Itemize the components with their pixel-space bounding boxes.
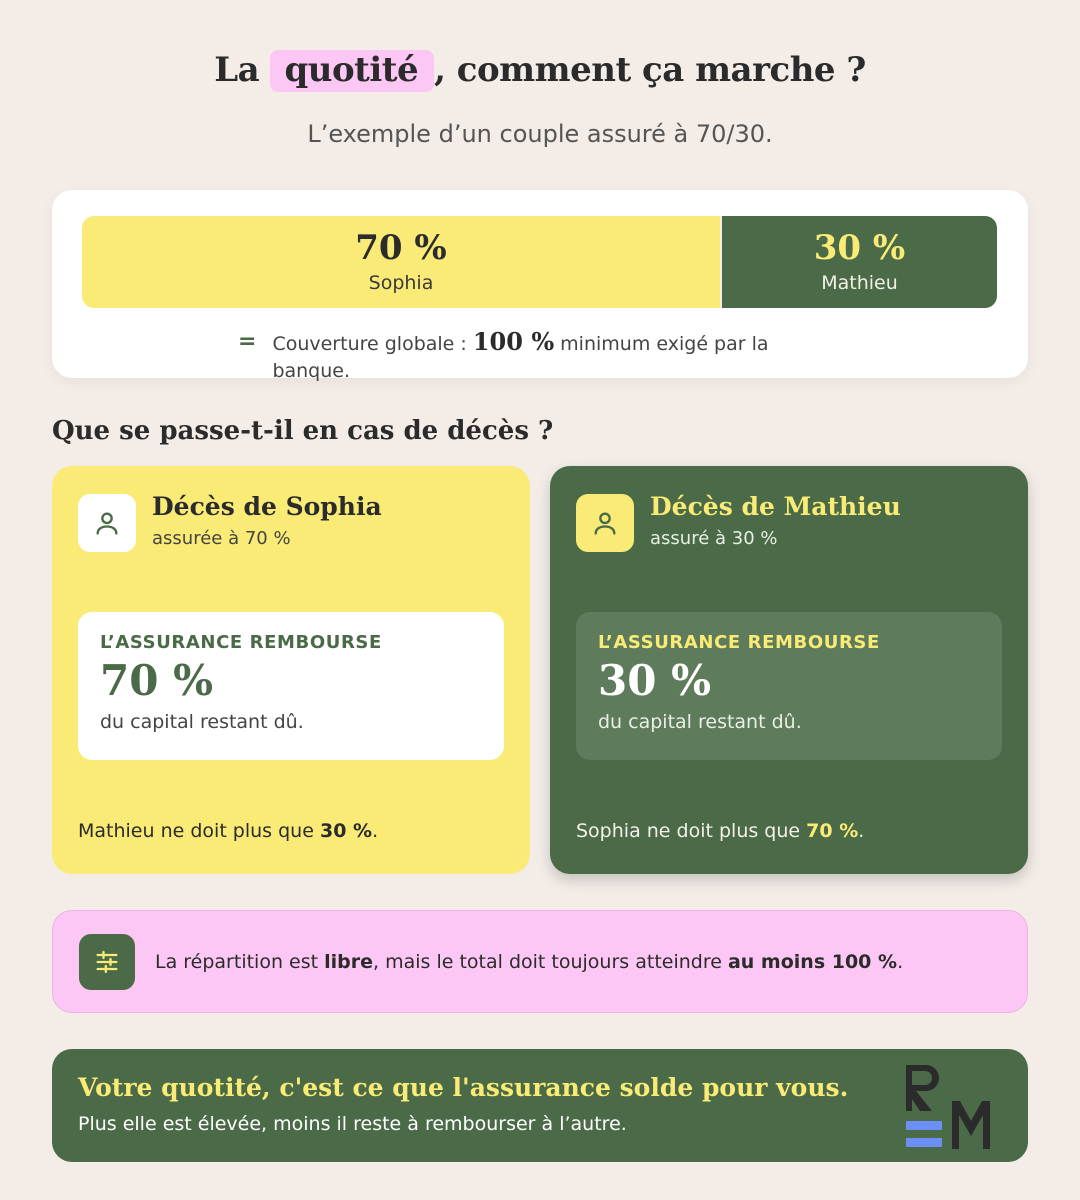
- reimbursement-label: L’ASSURANCE REMBOURSE: [100, 632, 382, 653]
- coverage-suffix: minimum exigé par la banque.: [272, 333, 769, 382]
- card-footer: Sophia ne doit plus que 70 %.: [576, 820, 864, 842]
- summary-banner: Votre quotité, c'est ce que l'assurance …: [52, 1049, 1028, 1162]
- reimbursement-desc: du capital restant dû.: [598, 711, 802, 734]
- info-emphasis: au moins 100 %: [727, 950, 898, 973]
- card-footer: Mathieu ne doit plus que 30 %.: [78, 820, 378, 842]
- sliders-icon: [79, 933, 135, 990]
- split-bar: 70 % Sophia 30 % Mathieu: [82, 216, 997, 308]
- equals-icon: =: [238, 329, 257, 354]
- title-highlight: quotité: [270, 50, 435, 92]
- coverage-note: = Couverture globale : 100 % minimum exi…: [238, 328, 778, 385]
- reimbursement-box: L’ASSURANCE REMBOURSE 70 % du capital re…: [78, 612, 504, 760]
- split-segment-mathieu: 30 % Mathieu: [722, 216, 997, 308]
- split-segment-sophia: 70 % Sophia: [82, 216, 722, 308]
- info-text-part: , mais le total doit toujours atteindre: [373, 950, 722, 973]
- info-emphasis: libre: [324, 950, 374, 973]
- brand-logo: [906, 1065, 990, 1149]
- page-title: La quotité, comment ça marche ?: [0, 50, 1080, 92]
- info-text-part: La répartition est: [155, 950, 319, 973]
- segment-name: Sophia: [368, 271, 434, 294]
- split-card: 70 % Sophia 30 % Mathieu = Couverture gl…: [52, 190, 1028, 382]
- reimbursement-percent: 30 %: [598, 656, 711, 705]
- coverage-text: Couverture globale : 100 % minimum exigé…: [272, 328, 778, 385]
- title-prefix: La: [214, 50, 260, 90]
- card-title: Décès de Sophia: [152, 492, 382, 521]
- reimbursement-desc: du capital restant dû.: [100, 711, 304, 734]
- page-subtitle: L’exemple d’un couple assuré à 70/30.: [307, 120, 773, 148]
- segment-name: Mathieu: [821, 271, 898, 294]
- card-subtitle: assuré à 30 %: [650, 528, 778, 549]
- reimbursement-percent: 70 %: [100, 656, 213, 705]
- info-callout: La répartition est libre, mais le total …: [52, 910, 1028, 1013]
- footer-value: 30 %: [319, 820, 373, 842]
- section-title: Que se passe-t-il en cas de décès ?: [52, 416, 554, 446]
- card-title: Décès de Mathieu: [650, 492, 901, 521]
- death-card-sophia: Décès de Sophia assurée à 70 % L’ASSURAN…: [52, 466, 530, 874]
- person-icon: [78, 494, 136, 552]
- coverage-value: 100 %: [472, 327, 555, 356]
- footer-prefix: Mathieu ne doit plus que: [78, 820, 314, 842]
- banner-subtitle: Plus elle est élevée, moins il reste à r…: [78, 1113, 627, 1135]
- footer-value: 70 %: [806, 820, 859, 842]
- segment-percent: 70 %: [355, 228, 447, 269]
- person-icon: [576, 494, 634, 552]
- card-subtitle: assurée à 70 %: [152, 528, 291, 549]
- segment-percent: 30 %: [813, 228, 906, 269]
- reimbursement-box: L’ASSURANCE REMBOURSE 30 % du capital re…: [576, 612, 1002, 760]
- reimbursement-label: L’ASSURANCE REMBOURSE: [598, 632, 880, 653]
- banner-title: Votre quotité, c'est ce que l'assurance …: [78, 1073, 849, 1102]
- info-text: La répartition est libre, mais le total …: [155, 951, 903, 973]
- title-suffix: , comment ça marche ?: [434, 50, 866, 90]
- footer-suffix: .: [858, 820, 865, 842]
- death-card-mathieu: Décès de Mathieu assuré à 30 % L’ASSURAN…: [550, 466, 1028, 874]
- footer-prefix: Sophia ne doit plus que: [576, 820, 801, 842]
- info-text-part: .: [897, 950, 904, 973]
- footer-suffix: .: [372, 820, 379, 842]
- coverage-prefix: Couverture globale :: [272, 333, 467, 355]
